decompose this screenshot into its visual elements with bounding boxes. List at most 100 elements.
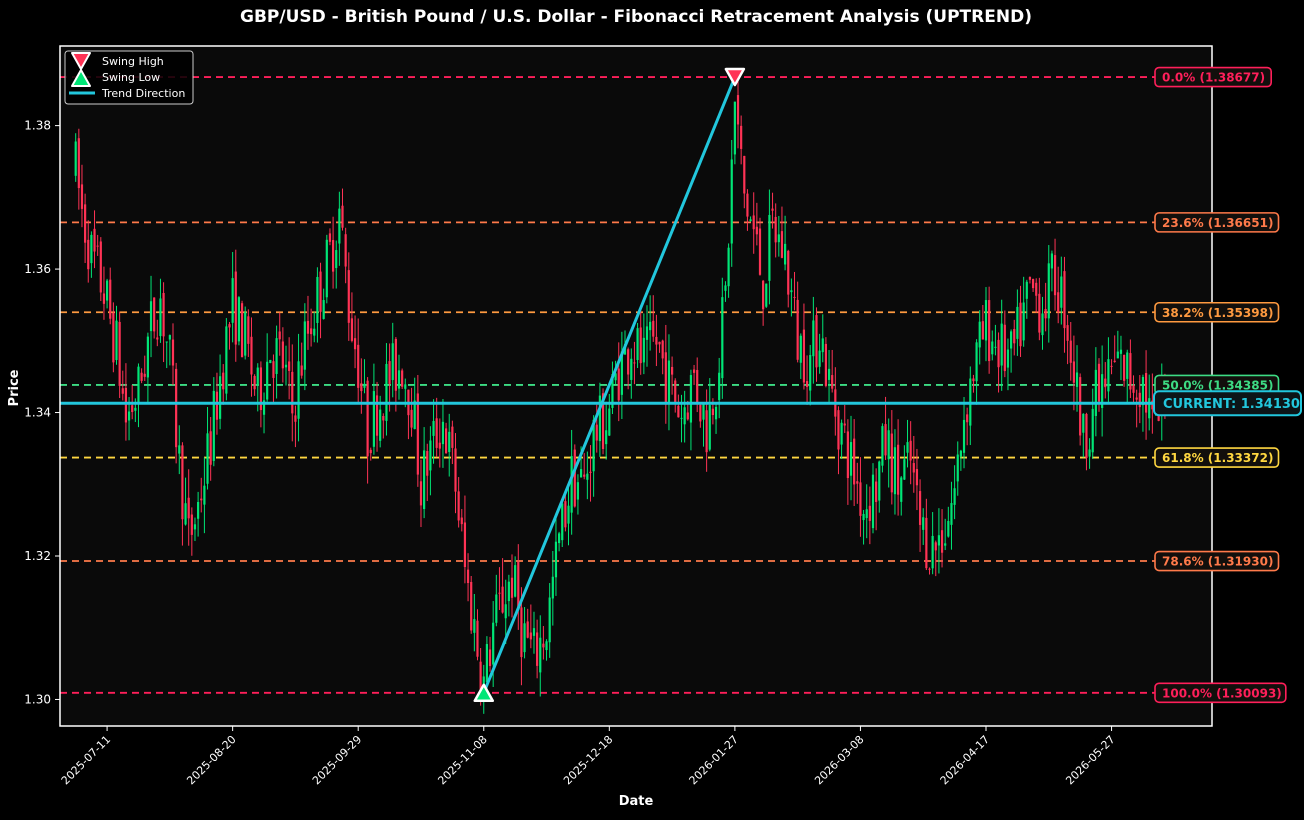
candle-body: [966, 414, 969, 423]
candle-body: [1135, 397, 1138, 400]
candle-body: [1101, 374, 1104, 409]
candle-body: [1047, 263, 1050, 319]
candle-body: [1044, 308, 1047, 319]
candle-body: [645, 326, 649, 340]
candle-body: [1119, 349, 1123, 354]
candle-body: [510, 577, 514, 598]
candle-body: [1022, 302, 1025, 341]
candle-body: [736, 95, 740, 125]
candle-body: [915, 469, 919, 486]
candle-body: [592, 419, 595, 472]
candle-body: [997, 339, 1000, 368]
candle-body: [539, 637, 542, 673]
candle-body: [121, 388, 124, 394]
candle-body: [862, 513, 865, 521]
candle-body: [922, 517, 925, 530]
candle-body: [1107, 359, 1110, 392]
candle-body: [812, 320, 815, 357]
legend-label: Trend Direction: [101, 87, 185, 100]
candle-body: [504, 604, 507, 619]
candle-body: [1097, 363, 1101, 402]
candle-body: [931, 535, 934, 569]
candle-body: [369, 449, 372, 454]
candle-body: [787, 250, 790, 295]
candle-body: [636, 328, 639, 361]
candle-body: [1151, 400, 1154, 410]
candle-body: [674, 380, 677, 404]
plot-area: [60, 46, 1212, 726]
candle-body: [90, 234, 93, 264]
candle-body: [962, 419, 966, 453]
candle-body: [275, 338, 278, 374]
candle-body: [247, 316, 250, 344]
candle-body: [485, 644, 488, 683]
candle-body: [840, 422, 843, 445]
candle-body: [178, 445, 181, 454]
candle-body: [740, 125, 743, 149]
candle-body: [228, 324, 231, 328]
candle-body: [1063, 271, 1066, 329]
candle-body: [1138, 392, 1141, 408]
candle-body: [479, 661, 482, 695]
candle-body: [454, 448, 457, 492]
fib-level-label: 0.0% (1.38677): [1162, 71, 1265, 85]
candle-body: [1053, 255, 1057, 296]
candle-body: [1013, 329, 1016, 344]
candle-body: [947, 521, 950, 537]
candle-body: [218, 376, 222, 419]
candle-body: [209, 431, 212, 465]
candle-body: [507, 581, 510, 602]
candle-body: [306, 320, 310, 334]
trend-direction-line: [482, 76, 737, 694]
candle-body: [272, 361, 275, 378]
candle-body: [529, 632, 532, 640]
candle-body: [912, 463, 915, 473]
candle-body: [1094, 369, 1097, 416]
candle-body: [153, 297, 156, 332]
candle-body: [197, 501, 200, 519]
candle-body: [1085, 413, 1088, 458]
overlay-group: [60, 67, 1212, 703]
fib-level-label: 50.0% (1.34385): [1162, 378, 1273, 392]
candle-body: [426, 451, 429, 476]
candle-body: [159, 298, 162, 337]
candle-body: [1010, 331, 1013, 349]
y-tick-label: 1.36: [24, 262, 51, 276]
candle-body: [746, 193, 749, 217]
fib-level-label: 100.0% (1.30093): [1162, 686, 1282, 700]
candle-body: [557, 533, 561, 544]
candle-body: [360, 383, 363, 392]
candle-body: [724, 285, 727, 291]
candle-body: [699, 404, 702, 422]
candle-body: [278, 331, 281, 340]
candle-body: [313, 328, 316, 336]
candle-body: [165, 341, 168, 343]
candle-body: [310, 328, 313, 335]
y-axis-label: Price: [7, 369, 22, 406]
candle-body: [881, 426, 884, 466]
candle-body: [1072, 361, 1075, 383]
candle-body: [692, 369, 696, 373]
legend-swing-low-icon: [71, 69, 91, 87]
candle-body: [708, 405, 711, 450]
candle-body: [231, 278, 234, 323]
candles-group: [74, 73, 1167, 714]
candle-body: [633, 362, 636, 364]
candle-body: [846, 431, 849, 479]
candle-body: [774, 216, 777, 243]
candle-body: [988, 300, 991, 362]
candle-body: [297, 361, 300, 419]
candle-body: [385, 363, 388, 421]
candle-body: [780, 231, 784, 258]
candle-body: [517, 561, 520, 611]
legend-label: Swing Low: [102, 71, 160, 84]
candle-body: [1016, 306, 1019, 339]
candle-body: [300, 365, 303, 376]
candle-body: [758, 228, 762, 275]
candle-body: [281, 341, 284, 369]
candle-body: [827, 368, 831, 380]
candle-body: [448, 431, 451, 453]
candle-body: [765, 283, 768, 307]
candle-body: [1141, 376, 1145, 406]
candle-body: [156, 337, 159, 340]
